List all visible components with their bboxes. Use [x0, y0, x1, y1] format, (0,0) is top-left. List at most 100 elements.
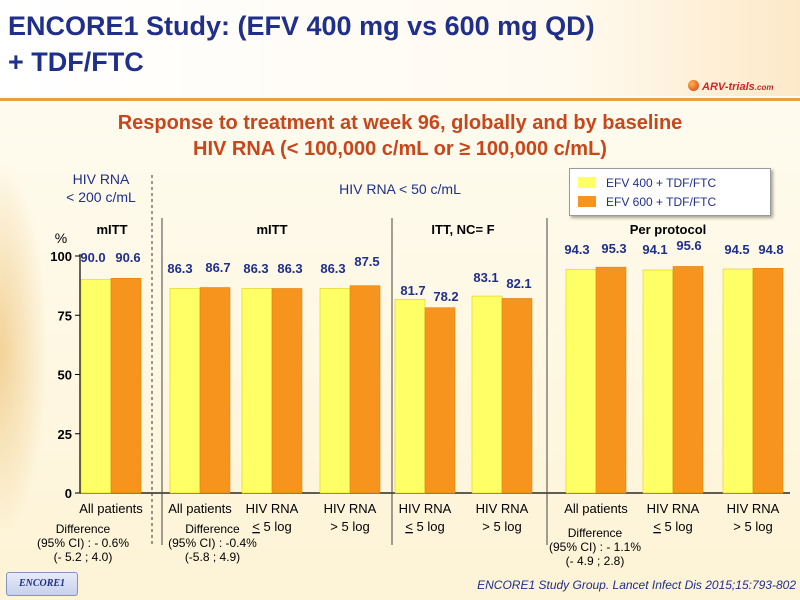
data-label-efv400: 86.3	[167, 261, 192, 276]
data-label-efv600: 78.2	[433, 289, 458, 304]
group-header: Per protocol	[630, 222, 707, 237]
bar-efv400	[80, 279, 112, 494]
bar-efv600	[672, 266, 704, 494]
slide-title: ENCORE1 Study: (EFV 400 mg vs 600 mg QD)…	[8, 8, 698, 80]
category-label: HIV RNA	[246, 501, 299, 516]
difference-annotation-2: Difference (95% CI) : -0.4% (-5.8 ; 4.9)	[150, 522, 275, 564]
legend-label-efv600: EFV 600 + TDF/FTC	[606, 195, 717, 209]
hiv-rna-lt50-header: HIV RNA < 50 c/mL	[339, 181, 461, 197]
bar-efv400	[722, 268, 754, 494]
difference-1-line-2: (95% CI) : - 0.6%	[36, 536, 130, 550]
arv-trials-logo[interactable]: ARV-trials.com	[688, 80, 796, 96]
category-label: HIV RNA	[399, 501, 452, 516]
bar-efv600	[271, 288, 303, 494]
category-label: All patients	[564, 501, 628, 516]
data-label-efv600: 94.8	[758, 242, 783, 257]
legend-item-efv600: EFV 600 + TDF/FTC	[578, 194, 716, 210]
data-label-efv600: 87.5	[354, 254, 379, 269]
category-label: < 5 log	[252, 519, 291, 534]
bar-efv600	[424, 307, 456, 494]
study-badge: ENCORE1	[6, 572, 78, 596]
data-label-efv600: 86.7	[205, 260, 230, 275]
title-band	[0, 0, 800, 96]
chart-legend: EFV 400 + TDF/FTC EFV 600 + TDF/FTC	[569, 168, 771, 216]
category-label: HIV RNA	[324, 501, 377, 516]
data-label-efv400: 94.5	[724, 242, 749, 257]
data-label-efv600: 90.6	[115, 250, 140, 265]
category-label: > 5 log	[482, 519, 521, 534]
bar-efv600	[349, 285, 381, 494]
group-header: ITT, NC= F	[431, 222, 494, 237]
group-header: mITT	[256, 222, 287, 237]
legend-label-efv400: EFV 400 + TDF/FTC	[606, 176, 717, 190]
difference-annotation-1: Difference (95% CI) : - 0.6% (- 5.2 ; 4.…	[8, 522, 158, 564]
y-tick-label: 25	[58, 427, 72, 442]
y-axis-title: %	[55, 230, 67, 246]
category-label: HIV RNA	[727, 501, 780, 516]
category-label: HIV RNA	[476, 501, 529, 516]
y-tick-label: 75	[58, 308, 72, 323]
bar-efv400	[169, 288, 201, 494]
category-label: > 5 log	[330, 519, 369, 534]
category-label: HIV RNA	[647, 501, 700, 516]
bar-efv600	[752, 268, 784, 494]
bar-efv400	[471, 295, 503, 494]
logo-domain: .com	[754, 83, 774, 92]
data-label-efv400: 86.3	[320, 261, 345, 276]
slide-title-line-2: + TDF/FTC	[8, 47, 144, 77]
data-label-efv400: 94.1	[642, 242, 667, 257]
bar-efv600	[501, 298, 533, 494]
category-label: All patients	[168, 501, 232, 516]
category-label: > 5 log	[733, 519, 772, 534]
data-label-efv600: 82.1	[506, 276, 531, 291]
chart-subtitle: Response to treatment at week 96, global…	[0, 110, 800, 162]
data-label-efv400: 81.7	[400, 283, 425, 298]
data-label-efv600: 95.6	[676, 238, 701, 253]
bar-efv600	[595, 266, 627, 494]
bar-efv600	[110, 278, 142, 494]
bar-efv400	[394, 299, 426, 494]
chart-subtitle-line-1: Response to treatment at week 96, global…	[117, 112, 683, 134]
difference-2-line-1: Difference	[185, 522, 240, 536]
bar-efv400	[642, 269, 674, 494]
difference-2-line-3: (-5.8 ; 4.9)	[184, 550, 241, 564]
slide-title-line-1: ENCORE1 Study: (EFV 400 mg vs 600 mg QD)	[8, 11, 595, 41]
hiv-rna-lt200-line-1: HIV RNA	[72, 171, 130, 187]
difference-1-line-1: Difference	[55, 522, 111, 536]
y-tick-label: 50	[58, 368, 72, 383]
chart-subtitle-line-2: HIV RNA (< 100,000 c/mL or ≥ 100,000 c/m…	[193, 138, 607, 160]
category-label: < 5 log	[405, 519, 444, 534]
legend-swatch-efv600	[578, 196, 596, 207]
category-label: All patients	[79, 501, 143, 516]
group-header: mITT	[96, 222, 127, 237]
logo-text: ARV-trials	[702, 81, 755, 93]
legend-swatch-efv400	[578, 177, 596, 188]
difference-annotation-3: Difference (95% CI) : - 1.1% (- 4.9 ; 2.…	[530, 526, 660, 568]
logo-globe-icon	[688, 80, 699, 91]
citation: ENCORE1 Study Group. Lancet Infect Dis 2…	[477, 578, 796, 592]
data-label-efv600: 86.3	[277, 261, 302, 276]
bar-efv400	[565, 269, 597, 494]
data-label-efv400: 94.3	[564, 242, 589, 257]
difference-3-line-1: Difference	[567, 526, 623, 540]
difference-3-line-2: (95% CI) : - 1.1%	[548, 540, 642, 554]
difference-1-line-3: (- 5.2 ; 4.0)	[53, 550, 113, 564]
decorative-flower-graphic	[0, 160, 48, 540]
data-label-efv600: 95.3	[601, 241, 626, 256]
category-label: < 5 log	[653, 519, 692, 534]
bar-efv400	[319, 288, 351, 494]
hiv-rna-lt200-line-2: < 200 c/mL	[66, 189, 136, 205]
difference-3-line-3: (- 4.9 ; 2.8)	[565, 554, 625, 568]
bar-efv400	[241, 288, 273, 494]
hiv-rna-lt200-header: HIV RNA < 200 c/mL	[48, 170, 154, 206]
legend-item-efv400: EFV 400 + TDF/FTC	[578, 175, 716, 191]
data-label-efv400: 83.1	[473, 270, 498, 285]
difference-2-line-2: (95% CI) : -0.4%	[168, 536, 257, 550]
data-label-efv400: 86.3	[243, 261, 268, 276]
y-tick-label: 100	[50, 249, 72, 264]
title-divider	[0, 98, 800, 101]
y-tick-label: 0	[65, 486, 72, 501]
bar-efv600	[199, 287, 231, 494]
data-label-efv400: 90.0	[80, 250, 105, 265]
